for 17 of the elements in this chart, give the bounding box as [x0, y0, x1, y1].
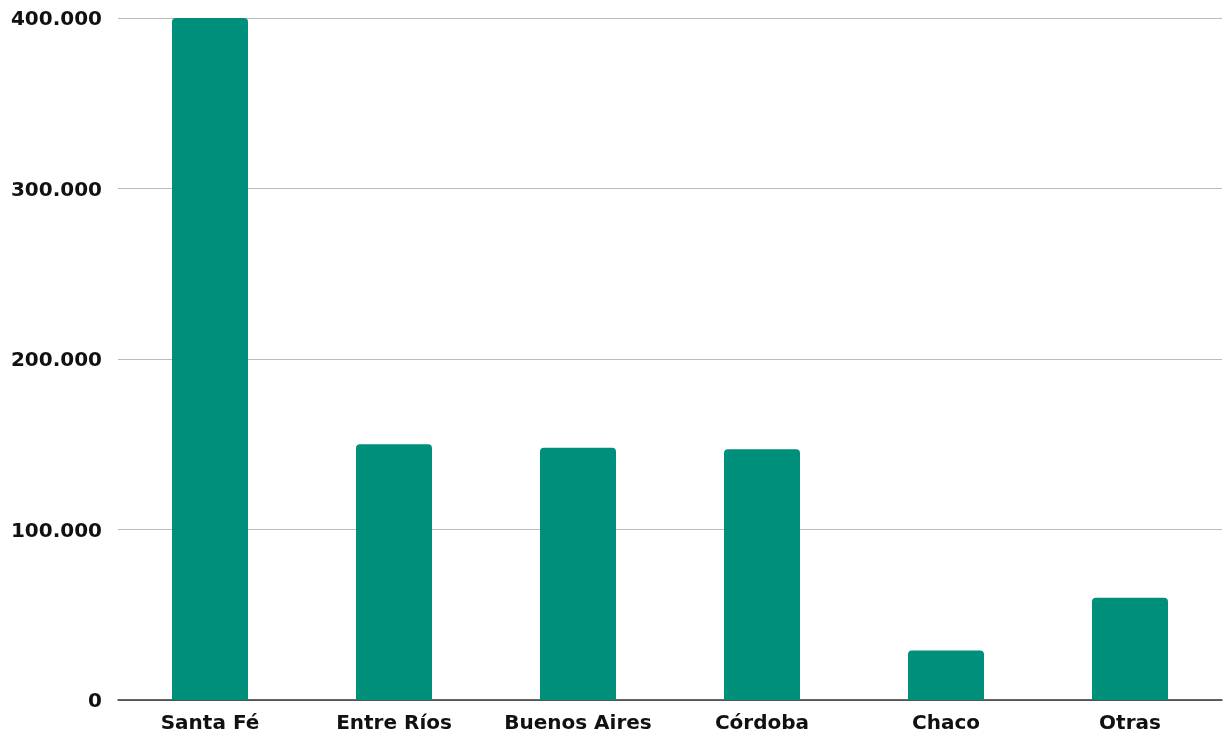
y-tick-label: 200.000	[10, 347, 102, 371]
x-tick-label: Buenos Aires	[504, 710, 652, 734]
bar	[724, 449, 800, 700]
y-tick-label: 100.000	[10, 517, 102, 542]
bar	[356, 444, 432, 700]
bar	[1092, 597, 1168, 700]
x-tick-label: Otras	[1099, 710, 1161, 734]
bar	[172, 18, 248, 700]
bar	[908, 650, 984, 700]
y-tick-label: 400.000	[10, 6, 102, 30]
x-tick-label: Entre Ríos	[336, 710, 452, 734]
y-tick-label: 0	[88, 688, 102, 712]
x-tick-label: Chaco	[911, 710, 981, 734]
y-tick-label: 300.000	[10, 176, 102, 201]
x-tick-label: Córdoba	[714, 710, 810, 734]
bar	[540, 447, 616, 700]
x-tick-label: Santa Fé	[160, 710, 260, 734]
